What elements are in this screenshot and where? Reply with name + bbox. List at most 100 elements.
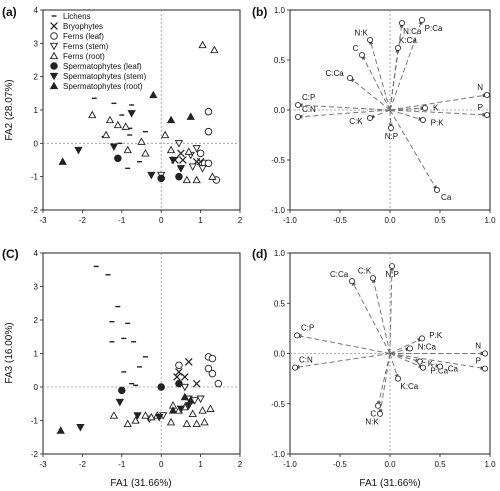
point-spermatophytes-root-3 <box>186 396 195 404</box>
vector-n-p <box>388 109 393 129</box>
y-tick-label-4: 1.0 <box>274 6 286 15</box>
vector-c-ca <box>351 280 391 354</box>
legend-marker-spermatophytes-leaf <box>50 62 58 70</box>
point-ferns-leaf-2 <box>208 354 217 363</box>
vector-end-ca <box>433 186 440 193</box>
vector-label-k-ca: K:Ca <box>400 382 418 391</box>
x-tick-label-3: 0.5 <box>434 216 446 225</box>
vector-p-k <box>389 109 424 121</box>
point-spermatophytes-stem-1 <box>115 398 124 407</box>
point-ferns-root-15 <box>182 175 191 184</box>
point-bryophytes-0 <box>177 149 185 158</box>
point-spermatophytes-leaf-2 <box>175 172 183 181</box>
vector-end-c-k <box>369 275 376 282</box>
vector-end-c-n <box>291 364 298 371</box>
point-ferns-root-11 <box>200 417 209 426</box>
point-ferns-root-1 <box>210 45 219 54</box>
legend-marker-ferns-stem <box>49 42 59 51</box>
point-ferns-root-11 <box>184 147 193 155</box>
point-bryophytes-3 <box>181 373 189 381</box>
panel-letter-b: (b) <box>252 5 267 19</box>
vector-end-n-k <box>376 410 383 417</box>
vector-end-n-k <box>366 37 373 44</box>
vector-end-p-k <box>419 117 426 124</box>
point-spermatophytes-stem-1 <box>109 143 119 151</box>
point-spermatophytes-root-0 <box>56 426 65 434</box>
point-ferns-stem-0 <box>192 145 201 153</box>
vector-label-k: K <box>433 104 439 113</box>
vector-label-n-k: N:K <box>354 28 368 37</box>
panel-d-x-axis-label: FA1 (31.66%) <box>359 478 420 489</box>
vector-end-n <box>483 92 490 99</box>
y-tick-label-6: 4 <box>34 249 39 258</box>
vector-label-c-p: C:P <box>302 93 315 102</box>
vector-n-k <box>378 353 391 415</box>
point-ferns-root-10 <box>206 404 215 412</box>
vector-label-p-ca: P:Ca <box>430 367 448 376</box>
vector-p <box>389 353 486 370</box>
vector-n-k <box>369 39 391 111</box>
vector-end-c-p <box>293 332 300 339</box>
vector-end-k <box>421 105 428 112</box>
vector-c <box>377 353 391 407</box>
panel-c-x-axis-label: FA1 (31.66%) <box>110 478 171 489</box>
point-ferns-root-8 <box>188 409 197 417</box>
vector-label-k-ca: K:Ca <box>399 36 417 45</box>
vector-c-n <box>297 109 391 119</box>
point-bryophytes-3-stroke-2 <box>181 373 189 381</box>
y-tick-label-4: 1.0 <box>274 249 286 258</box>
vector-label-c-p: C:P <box>301 323 314 332</box>
point-ferns-root-13 <box>182 419 191 428</box>
legend-label-ferns-leaf: Ferns (leaf) <box>63 32 104 41</box>
vector-c-p <box>297 103 391 111</box>
point-spermatophytes-stem-0 <box>76 424 85 432</box>
point-spermatophytes-stem-4 <box>176 405 186 414</box>
x-tick-label-3: 0 <box>159 216 164 225</box>
vector-end-k-ca <box>394 45 401 52</box>
point-bryophytes-1 <box>184 358 193 366</box>
point-spermatophytes-root-1 <box>168 406 178 414</box>
point-ferns-leaf-5 <box>214 379 223 388</box>
vector-label-n: N <box>475 342 481 351</box>
point-ferns-root-14 <box>166 417 176 426</box>
y-tick-label-0: -2 <box>31 206 39 215</box>
vector-label-p-k: P:K <box>429 331 443 340</box>
point-ferns-leaf-4 <box>208 369 217 378</box>
y-tick-label-3: 1 <box>34 350 39 359</box>
vector-label-p-k: P:K <box>431 118 445 127</box>
vector-n-ca <box>389 347 411 354</box>
point-spermatophytes-root-2 <box>180 392 190 401</box>
point-ferns-root-4 <box>105 115 115 124</box>
x-tick-label-4: 1 <box>198 216 203 225</box>
vector-label-n-ca: N:Ca <box>403 27 422 36</box>
point-ferns-leaf-2 <box>196 149 205 158</box>
y-tick-label-2: 0.0 <box>274 106 286 115</box>
vector-label-c: C <box>353 44 359 53</box>
vector-end-n-p <box>388 263 395 270</box>
y-tick-label-0: -2 <box>31 450 39 459</box>
point-spermatophytes-leaf-2 <box>175 379 183 388</box>
point-ferns-root-14 <box>192 175 201 184</box>
legend-label-lichens: Lichens <box>63 12 91 21</box>
x-tick-label-1: -2 <box>79 460 87 469</box>
point-spermatophytes-root-0 <box>58 157 67 165</box>
point-ferns-root-3 <box>101 130 111 139</box>
vector-end-c <box>358 52 365 59</box>
vector-n-p <box>389 265 394 354</box>
point-bryophytes-2-stroke-2 <box>179 156 187 164</box>
vector-label-c-ca: C:Ca <box>326 69 345 78</box>
vector-end-p-ca <box>419 364 426 371</box>
vector-p-ca <box>389 353 424 369</box>
x-tick-label-0: -1.0 <box>283 216 297 225</box>
legend-label-spermatophytes-root: Spermatophytes (root) <box>63 82 143 91</box>
vector-label-ca: Ca <box>448 365 459 374</box>
point-spermatophytes-leaf-0 <box>118 386 126 395</box>
x-tick-label-4: 1 <box>198 460 203 469</box>
x-tick-label-5: 2 <box>238 216 243 225</box>
y-tick-label-5: 3 <box>34 39 39 48</box>
point-bryophytes-2-stroke-2 <box>173 373 181 381</box>
x-tick-label-2: 0.0 <box>384 460 396 469</box>
vector-end-p-ca <box>418 16 425 23</box>
vector-end-p-k <box>418 335 425 342</box>
panel-d: -1.0 -0.5 0.0 0.5 1.0 -1.0 -0.5 0.0 0.5 1.0 N:P C:… <box>252 247 496 489</box>
